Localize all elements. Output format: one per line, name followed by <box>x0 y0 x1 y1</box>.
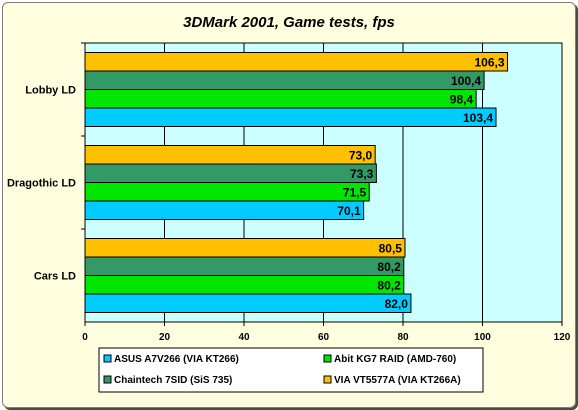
legend: ASUS A7V266 (VIA KT266) Abit KG7 RAID (AM… <box>98 347 484 393</box>
data-label: 82,0 <box>385 297 409 311</box>
bar <box>84 163 377 183</box>
bar <box>84 256 405 276</box>
legend-label: Abit KG7 RAID (AMD-760) <box>334 354 456 365</box>
x-tick-label: 60 <box>318 332 330 343</box>
x-tick-label: 40 <box>238 332 250 343</box>
data-label: 106,3 <box>475 55 505 69</box>
bar <box>84 89 477 109</box>
legend-label: ASUS A7V266 (VIA KT266) <box>114 354 239 365</box>
bar <box>84 52 509 72</box>
data-label: 70,1 <box>337 204 361 218</box>
legend-box <box>98 347 484 393</box>
legend-swatch <box>323 375 332 384</box>
category-label: Dragothic LD <box>7 178 76 190</box>
x-tick-label: 100 <box>474 332 491 343</box>
bar <box>84 200 365 220</box>
category-label: Lobby LD <box>25 85 76 97</box>
bar <box>84 238 406 258</box>
data-label: 100,4 <box>451 74 481 88</box>
data-label: 71,5 <box>343 185 367 199</box>
legend-swatch <box>323 354 332 363</box>
bar <box>84 182 370 202</box>
bar <box>84 107 497 127</box>
x-tick-label: 120 <box>554 332 571 343</box>
bar <box>84 275 405 295</box>
data-label: 98,4 <box>450 92 474 106</box>
plot-area: 0 20 40 60 80 100 120 Lobby LD 106,3 100,4 98,4 103… <box>7 42 571 343</box>
legend-label: Chaintech 7SID (SiS 735) <box>114 375 232 386</box>
data-label: 73,0 <box>349 148 373 162</box>
bar <box>84 70 485 90</box>
chart-title: 3DMark 2001, Game tests, fps <box>183 14 395 31</box>
legend-swatch <box>103 375 112 384</box>
data-label: 103,4 <box>463 111 493 125</box>
data-label: 80,5 <box>379 241 403 255</box>
x-tick-label: 20 <box>159 332 171 343</box>
x-tick-label: 80 <box>397 332 409 343</box>
data-label: 80,2 <box>377 260 401 274</box>
legend-swatch <box>103 354 112 363</box>
data-label: 80,2 <box>377 278 401 292</box>
legend-label: VIA VT5577A (VIA KT266A) <box>334 375 461 386</box>
data-label: 73,3 <box>350 167 374 181</box>
x-tick-label: 0 <box>82 332 88 343</box>
bar <box>84 145 376 165</box>
category-label: Cars LD <box>34 271 76 283</box>
bar <box>84 293 412 313</box>
